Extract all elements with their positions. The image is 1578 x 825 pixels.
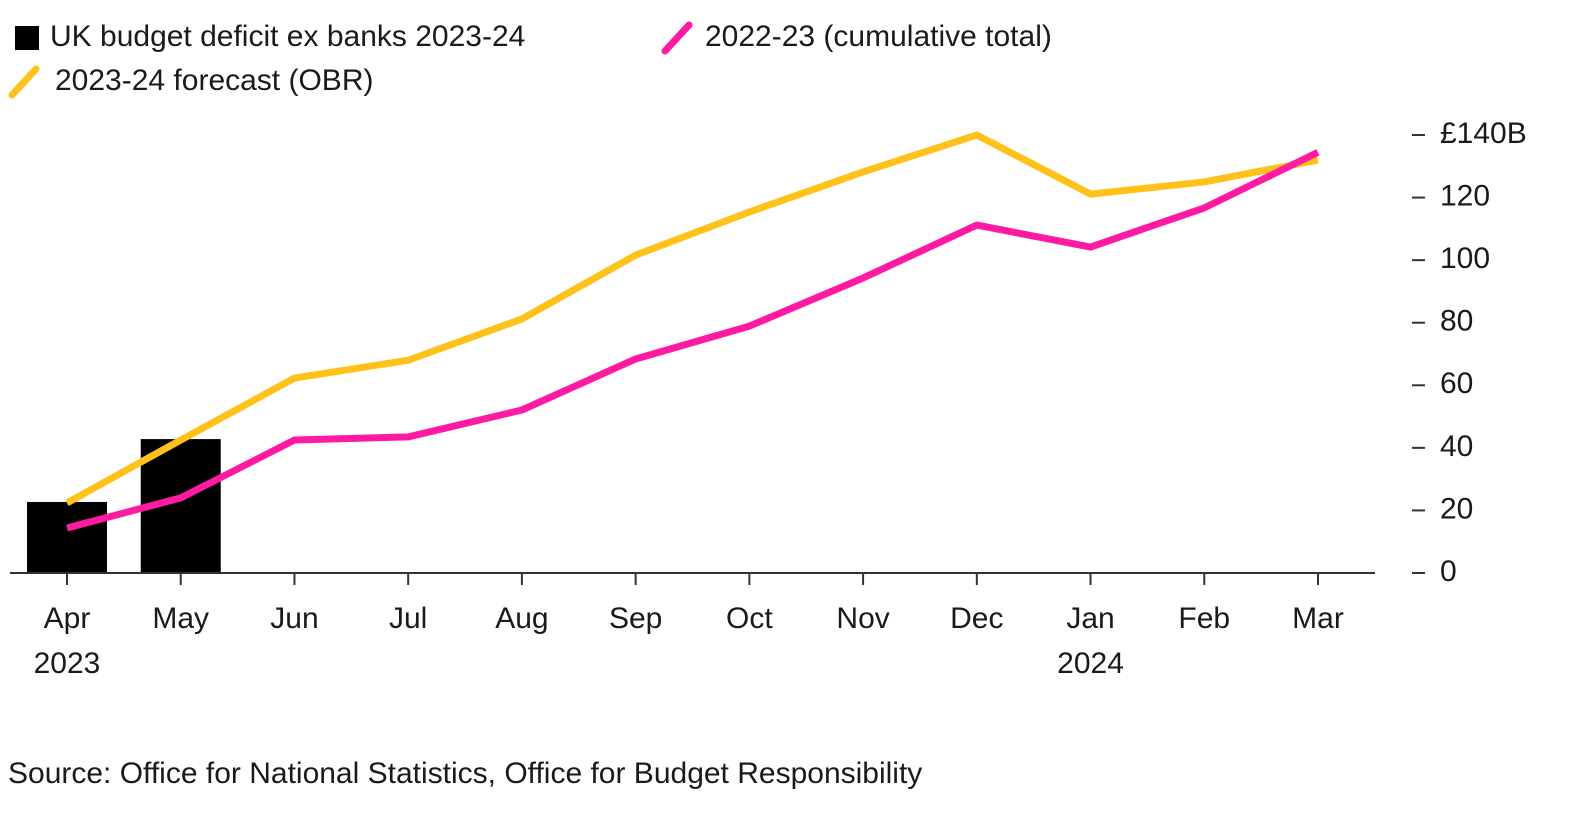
legend-label: 2022-23 (cumulative total) [705,20,1052,53]
legend-swatch [661,21,693,55]
legend-swatch [15,26,39,50]
bar [27,501,107,573]
legend-label: 2023-24 forecast (OBR) [55,64,373,97]
x-tick-label: Nov [836,602,889,635]
x-year-label: 2024 [1057,647,1124,680]
x-tick-label: Mar [1292,602,1344,635]
x-tick-label: Jan [1066,602,1114,635]
y-tick-label: 60 [1440,367,1473,400]
y-tick-label: 100 [1440,242,1490,275]
y-tick-label: 0 [1440,555,1457,588]
x-tick-label: Dec [950,602,1003,635]
y-tick-label: £140B [1440,117,1527,150]
y-tick-label: 80 [1440,305,1473,338]
x-tick-label: Jun [270,602,318,635]
y-tick-label: 20 [1440,492,1473,525]
x-tick-label: Feb [1178,602,1230,635]
y-tick-label: 40 [1440,430,1473,463]
y-tick-label: 120 [1440,179,1490,212]
x-tick-label: Sep [609,602,662,635]
x-tick-label: Oct [726,602,773,635]
x-tick-label: Aug [495,602,548,635]
legend-label: UK budget deficit ex banks 2023-24 [50,20,525,53]
source-note: Source: Office for National Statistics, … [8,757,922,790]
line-series [65,131,1319,506]
x-tick-label: Jul [389,602,427,635]
x-tick-label: Apr [44,602,91,635]
legend-swatch [8,65,40,99]
x-tick-label: May [152,602,209,635]
line-series [66,149,1320,532]
x-year-label: 2023 [34,647,101,680]
